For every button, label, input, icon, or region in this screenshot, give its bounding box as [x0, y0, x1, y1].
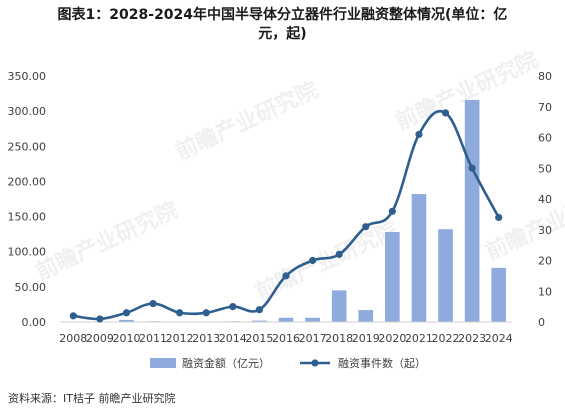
- y-right-tick-label: 30: [538, 224, 552, 237]
- line-point-2010: [122, 309, 131, 317]
- y-right-tick-label: 40: [538, 193, 552, 206]
- line-point-2017: [308, 256, 317, 265]
- y-left-tick-label: 250.00: [8, 140, 47, 153]
- bar-2020: [385, 232, 400, 322]
- x-tick-label: 2023: [458, 332, 486, 345]
- x-tick-label: 2015: [245, 332, 273, 345]
- legend-swatch-bar: [150, 358, 176, 368]
- x-tick-label: 2009: [86, 332, 114, 345]
- y-right-tick-label: 10: [538, 285, 552, 298]
- y-left-tick-label: 0.00: [22, 316, 47, 329]
- y-left-tick-labels: 0.00 50.00 100.00 150.00 200.00 250.00 300.00 3…: [8, 70, 47, 329]
- line-point-2024: [495, 213, 503, 222]
- x-tick-label: 2020: [378, 332, 406, 345]
- x-tick-label: 2011: [139, 332, 167, 345]
- line-point-2009: [96, 315, 104, 323]
- x-tick-label: 2024: [485, 332, 513, 345]
- line-point-2016: [282, 272, 290, 280]
- line-point-2019: [362, 223, 370, 231]
- y-right-tick-label: 60: [538, 132, 552, 145]
- x-tick-label: 2017: [299, 332, 327, 345]
- bar-2016: [278, 317, 294, 322]
- x-tick-label: 2021: [405, 332, 433, 345]
- source-note: 资料来源：IT桔子 前瞻产业研究院: [8, 392, 176, 405]
- bar-2021: [411, 194, 427, 322]
- line-series: [69, 109, 503, 323]
- y-right-tick-label: 80: [538, 70, 552, 83]
- x-tick-label: 2013: [192, 332, 220, 345]
- x-tick-labels: 2008200920102011201220132014201520162017…: [59, 332, 512, 345]
- chart-title-line1: 图表1：2028-2024年中国半导体分立器件行业融资整体情况(单位：亿: [57, 7, 508, 23]
- watermark-text: 前瞻产业研究院: [172, 77, 323, 166]
- line-point-2014: [229, 303, 237, 311]
- bar-2017: [305, 317, 320, 322]
- line-point-2008: [69, 312, 77, 320]
- y-left-tick-label: 200.00: [8, 175, 47, 188]
- x-tick-label: 2012: [166, 332, 194, 345]
- line-point-2022: [441, 109, 450, 117]
- line-point-2012: [176, 309, 184, 317]
- x-tick-label: 2014: [219, 332, 247, 345]
- y-left-tick-label: 350.00: [8, 70, 47, 83]
- bar-series: [119, 99, 507, 322]
- legend: 融资金额（亿元） 融资事件数（起）: [150, 356, 426, 370]
- chart-title: 图表1：2028-2024年中国半导体分立器件行业融资整体情况(单位：亿 元，起…: [6, 6, 559, 44]
- line-point-2018: [335, 250, 343, 258]
- bar-2023: [464, 99, 480, 322]
- y-left-tick-label: 300.00: [8, 105, 47, 118]
- legend-swatch-marker: [311, 359, 319, 367]
- line-point-2023: [468, 164, 476, 172]
- y-right-tick-label: 70: [538, 101, 552, 114]
- y-right-tick-label: 20: [538, 255, 552, 268]
- y-right-tick-labels: 0 10 20 30 40 50 60 70 80: [538, 70, 552, 329]
- chart-title-line2: 元，起): [258, 26, 307, 42]
- bar-2019: [358, 310, 374, 322]
- line-point-2021: [415, 130, 423, 139]
- x-tick-label: 2010: [112, 332, 140, 345]
- bar-2022: [438, 229, 453, 322]
- y-right-tick-label: 0: [538, 316, 545, 329]
- y-left-tick-label: 50.00: [15, 281, 47, 294]
- x-tick-label: 2022: [432, 332, 460, 345]
- bar-2015: [252, 320, 267, 322]
- bar-2024: [491, 267, 507, 322]
- legend-label-line: 融资事件数（起）: [338, 357, 426, 370]
- legend-label-bar: 融资金额（亿元）: [182, 356, 270, 370]
- line-point-2020: [388, 207, 396, 215]
- y-left-tick-label: 150.00: [8, 211, 47, 224]
- x-tick-label: 2018: [325, 332, 353, 345]
- watermark-text: 前瞻产业研究院: [32, 197, 183, 286]
- x-tick-label: 2016: [272, 332, 300, 345]
- watermark-text: 前瞻产业研究院: [482, 177, 565, 266]
- bar-2018: [331, 290, 347, 322]
- x-tick-label: 2008: [59, 332, 87, 345]
- line-point-2015: [255, 306, 264, 314]
- line-point-2011: [149, 299, 157, 308]
- line-point-2013: [202, 309, 210, 317]
- y-left-tick-label: 100.00: [8, 246, 47, 259]
- bar-2010: [119, 319, 134, 322]
- y-right-tick-label: 50: [538, 162, 552, 175]
- x-tick-label: 2019: [352, 332, 380, 345]
